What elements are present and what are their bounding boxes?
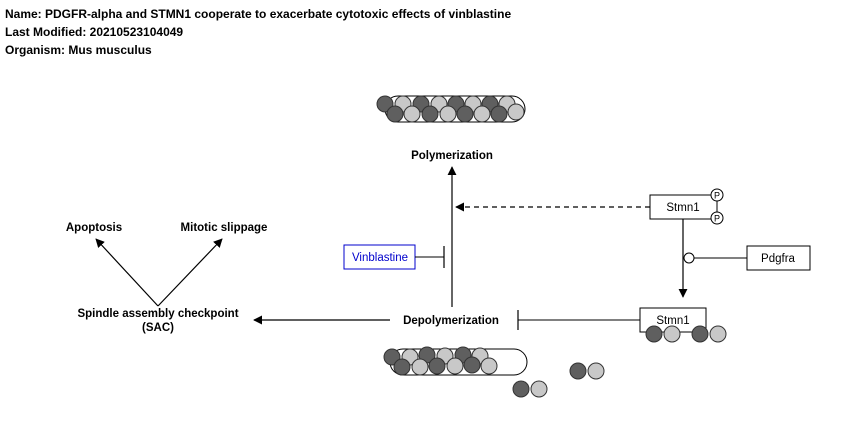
vinblastine-label: Vinblastine xyxy=(352,252,408,264)
sac-to-mitotic-slippage-arrow xyxy=(157,238,223,307)
phospho-site-1: P xyxy=(710,188,724,202)
polymerization-label: Polymerization xyxy=(411,150,493,162)
sac-to-apoptosis-arrow xyxy=(95,238,159,307)
vinblastine-node[interactable]: Vinblastine xyxy=(343,244,416,270)
microtubule-top xyxy=(376,95,526,123)
stmn1-phospho-label: Stmn1 xyxy=(666,202,699,214)
pdgfra-catalysis-circle xyxy=(683,252,695,264)
pathway-name: Name: PDGFR-alpha and STMN1 cooperate to… xyxy=(5,7,512,21)
phospho-site-2-label: P xyxy=(714,214,720,224)
mitotic-slippage-label: Mitotic slippage xyxy=(181,222,268,234)
last-modified: Last Modified: 20210523104049 xyxy=(5,25,184,39)
sac-label-abbr: (SAC) xyxy=(142,322,174,334)
pdgfra-label: Pdgfra xyxy=(761,253,795,265)
apoptosis-label: Apoptosis xyxy=(66,222,122,234)
free-tubulin-dimer-2 xyxy=(569,362,605,380)
organism: Organism: Mus musculus xyxy=(5,43,152,57)
depolymerization-label: Depolymerization xyxy=(403,315,499,327)
pdgfra-node[interactable]: Pdgfra xyxy=(746,245,811,271)
phospho-site-1-label: P xyxy=(714,191,720,201)
free-tubulin-dimer-1 xyxy=(512,380,548,398)
sac-label: Spindle assembly checkpoint xyxy=(77,308,238,320)
stmn1-label: Stmn1 xyxy=(656,315,689,327)
stmn1-bound-tubulin xyxy=(645,325,727,343)
phospho-site-2: P xyxy=(710,211,724,225)
microtubule-bottom xyxy=(383,346,528,376)
stmn1-phospho-node[interactable]: Stmn1 xyxy=(649,194,718,220)
